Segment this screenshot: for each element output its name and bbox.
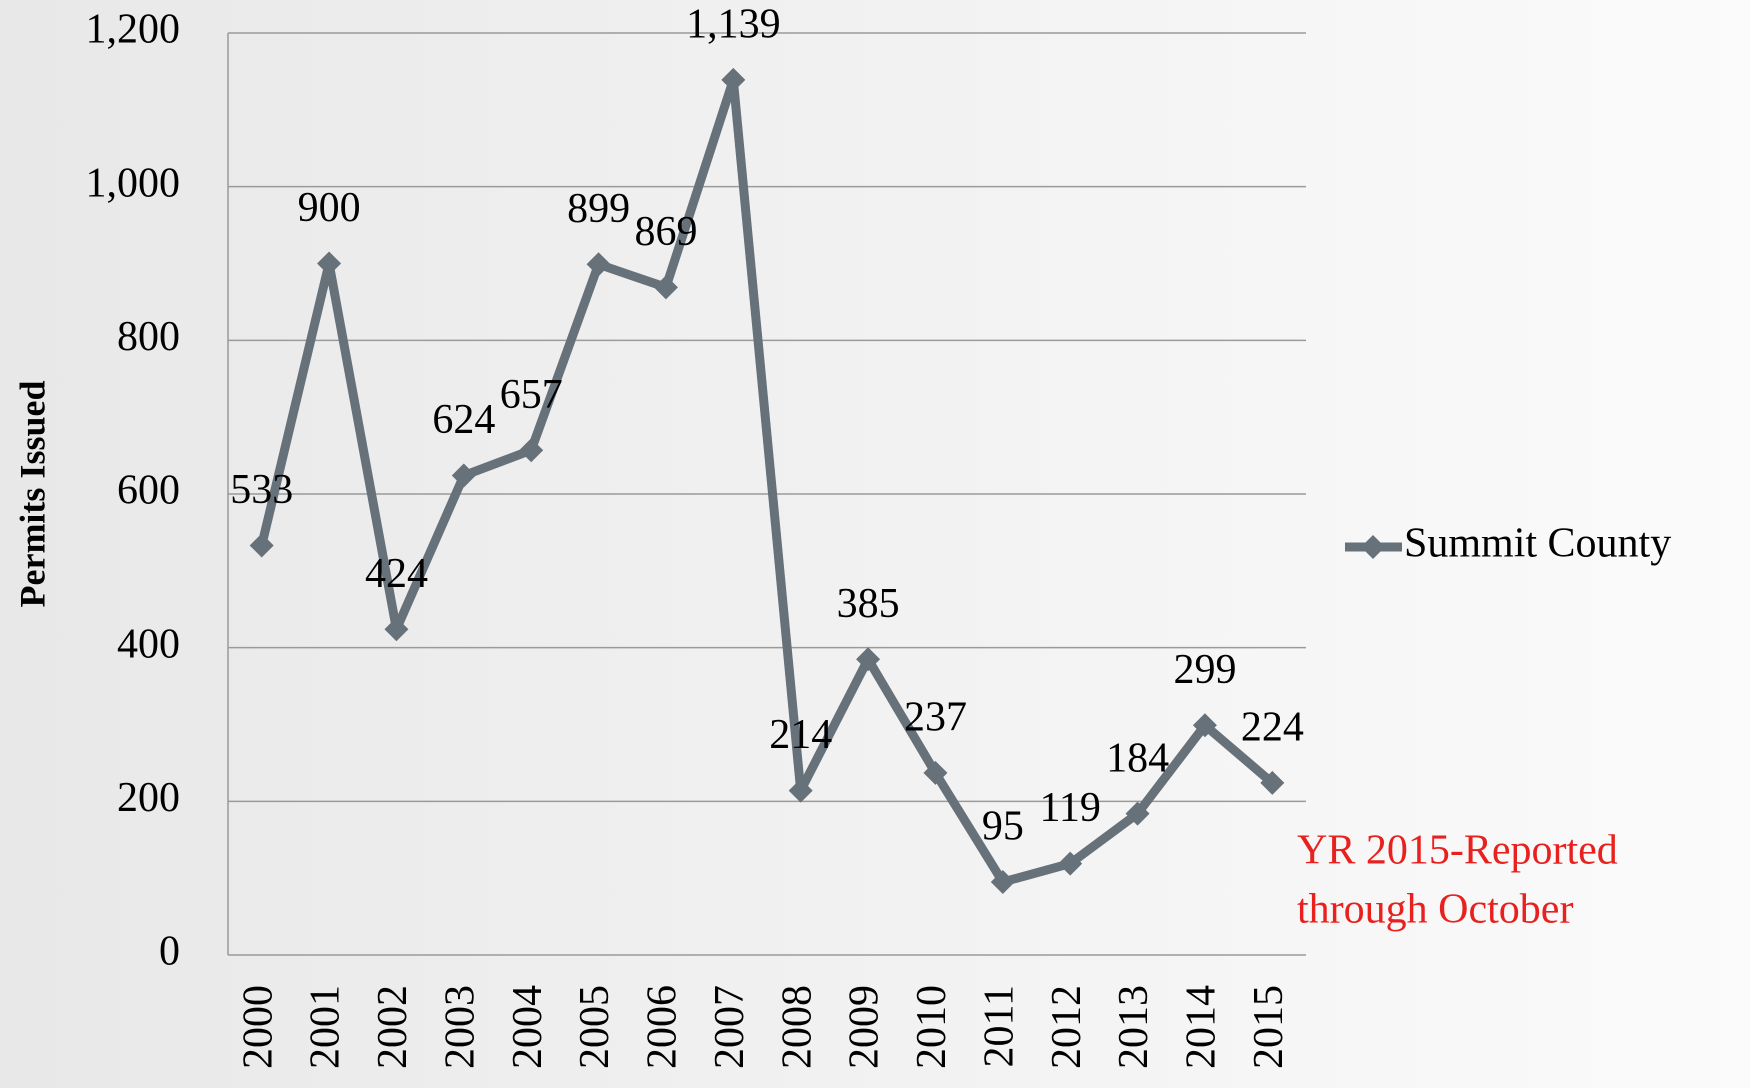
- x-tick-label: 2000: [235, 985, 281, 1069]
- x-tick-label: 2001: [303, 985, 349, 1069]
- data-point: [1058, 851, 1083, 876]
- data-point: [1260, 770, 1285, 795]
- y-tick-label: 1,200: [86, 7, 181, 53]
- data-point: [1192, 713, 1217, 738]
- data-label: 95: [982, 804, 1024, 850]
- y-tick-label: 0: [159, 929, 180, 975]
- legend-marker: [1361, 535, 1385, 559]
- data-label: 533: [230, 467, 293, 513]
- data-label: 119: [1039, 785, 1100, 831]
- x-tick-label: 2004: [505, 985, 551, 1069]
- data-point: [923, 760, 948, 785]
- data-label: 184: [1106, 735, 1169, 781]
- data-point: [990, 870, 1015, 895]
- data-line: [257, 75, 1276, 887]
- x-tick-label: 2010: [909, 985, 955, 1069]
- legend-label: Summit County: [1404, 521, 1671, 567]
- x-tick-label: 2014: [1179, 985, 1225, 1069]
- data-point: [856, 647, 881, 672]
- x-tick-label: 2003: [437, 985, 483, 1069]
- annotation: YR 2015-Reported: [1297, 828, 1618, 874]
- y-tick-label: 800: [117, 314, 180, 360]
- x-tick-label: 2015: [1246, 985, 1292, 1069]
- y-tick-label: 200: [117, 775, 180, 821]
- data-label: 237: [904, 695, 967, 741]
- x-tick-label: 2012: [1044, 985, 1090, 1069]
- data-label: 1,139: [686, 2, 781, 48]
- data-point: [788, 778, 813, 803]
- data-label: 900: [298, 185, 361, 231]
- data-point: [653, 275, 678, 300]
- y-axis-title: Permits Issued: [12, 381, 52, 608]
- data-point: [1125, 801, 1150, 826]
- data-label: 657: [500, 372, 563, 418]
- data-label: 424: [365, 551, 428, 597]
- y-tick-label: 400: [117, 621, 180, 667]
- data-label: 299: [1173, 647, 1236, 693]
- y-tick-label: 1,000: [86, 160, 181, 206]
- data-point: [249, 533, 274, 558]
- x-tick-label: 2005: [572, 985, 618, 1069]
- x-tick-label: 2002: [370, 985, 416, 1069]
- data-label: 624: [432, 397, 495, 443]
- y-tick-label: 600: [117, 468, 180, 514]
- x-tick-label: 2011: [976, 985, 1022, 1067]
- data-point: [317, 251, 342, 276]
- data-point: [721, 67, 746, 92]
- data-label: 224: [1241, 705, 1304, 751]
- data-label: 869: [634, 209, 697, 255]
- data-label: 385: [837, 581, 900, 627]
- data-point: [451, 463, 476, 488]
- x-tick-label: 2006: [640, 985, 686, 1069]
- data-label: 214: [769, 712, 832, 758]
- data-label: 899: [567, 186, 630, 232]
- data-point: [519, 438, 544, 463]
- data-point: [384, 617, 409, 642]
- annotation: through October: [1297, 887, 1573, 933]
- x-tick-label: 2013: [1111, 985, 1157, 1069]
- data-point: [586, 252, 611, 277]
- x-tick-label: 2009: [842, 985, 888, 1069]
- x-tick-label: 2008: [774, 985, 820, 1069]
- x-tick-label: 2007: [707, 985, 753, 1069]
